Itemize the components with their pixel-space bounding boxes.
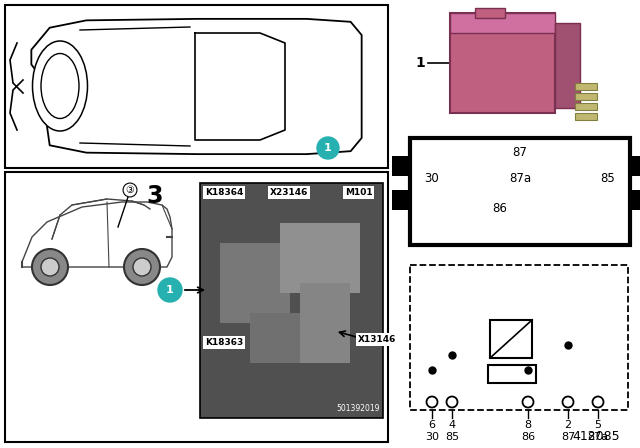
Text: 1: 1 — [415, 56, 425, 70]
Bar — [5, 5, 388, 168]
Bar — [250, 313, 310, 363]
Text: 3: 3 — [147, 184, 163, 208]
Bar — [575, 103, 597, 110]
Text: K18364: K18364 — [205, 188, 243, 197]
Text: 412085: 412085 — [572, 430, 620, 443]
Bar — [450, 13, 555, 33]
Circle shape — [563, 396, 573, 408]
Bar — [575, 83, 597, 90]
Text: 86: 86 — [521, 432, 535, 442]
Bar — [200, 183, 383, 418]
Bar — [490, 320, 532, 358]
Bar — [630, 156, 640, 176]
Text: K18363: K18363 — [205, 338, 243, 347]
Text: 87a: 87a — [509, 172, 531, 185]
Circle shape — [124, 249, 160, 285]
Circle shape — [447, 396, 458, 408]
Bar — [392, 190, 410, 210]
Text: M101: M101 — [345, 188, 372, 197]
Text: 87: 87 — [561, 432, 575, 442]
Bar — [410, 265, 628, 410]
Text: 501392019: 501392019 — [337, 404, 380, 413]
Text: 85: 85 — [600, 172, 616, 185]
Circle shape — [593, 396, 604, 408]
Text: X23146: X23146 — [270, 188, 308, 197]
Bar — [392, 156, 410, 176]
Ellipse shape — [41, 53, 79, 119]
Text: X13146: X13146 — [358, 335, 396, 344]
Bar — [410, 138, 630, 245]
Text: 87a: 87a — [588, 432, 609, 442]
Text: 1: 1 — [166, 285, 174, 295]
Bar — [300, 283, 350, 363]
Text: 4: 4 — [449, 420, 456, 430]
Bar — [630, 190, 640, 210]
Bar — [220, 243, 290, 323]
Text: 87: 87 — [513, 146, 527, 159]
Circle shape — [522, 396, 534, 408]
Bar — [5, 172, 388, 442]
Circle shape — [133, 258, 151, 276]
Text: 30: 30 — [425, 432, 439, 442]
Circle shape — [158, 278, 182, 302]
Text: 6: 6 — [429, 420, 435, 430]
Bar — [555, 23, 580, 108]
Circle shape — [32, 249, 68, 285]
Bar — [488, 365, 536, 383]
Ellipse shape — [33, 41, 88, 131]
Circle shape — [41, 258, 59, 276]
Text: 86: 86 — [493, 202, 508, 215]
Circle shape — [317, 137, 339, 159]
Text: 85: 85 — [445, 432, 459, 442]
Bar — [575, 113, 597, 120]
FancyBboxPatch shape — [450, 13, 555, 113]
Circle shape — [426, 396, 438, 408]
Text: 5: 5 — [595, 420, 602, 430]
Text: 2: 2 — [564, 420, 572, 430]
Bar — [280, 223, 360, 293]
Bar — [475, 8, 505, 18]
Text: 1: 1 — [324, 143, 332, 153]
Bar — [575, 93, 597, 100]
Text: ③: ③ — [125, 185, 134, 195]
Text: 30: 30 — [424, 172, 440, 185]
Text: 8: 8 — [524, 420, 532, 430]
